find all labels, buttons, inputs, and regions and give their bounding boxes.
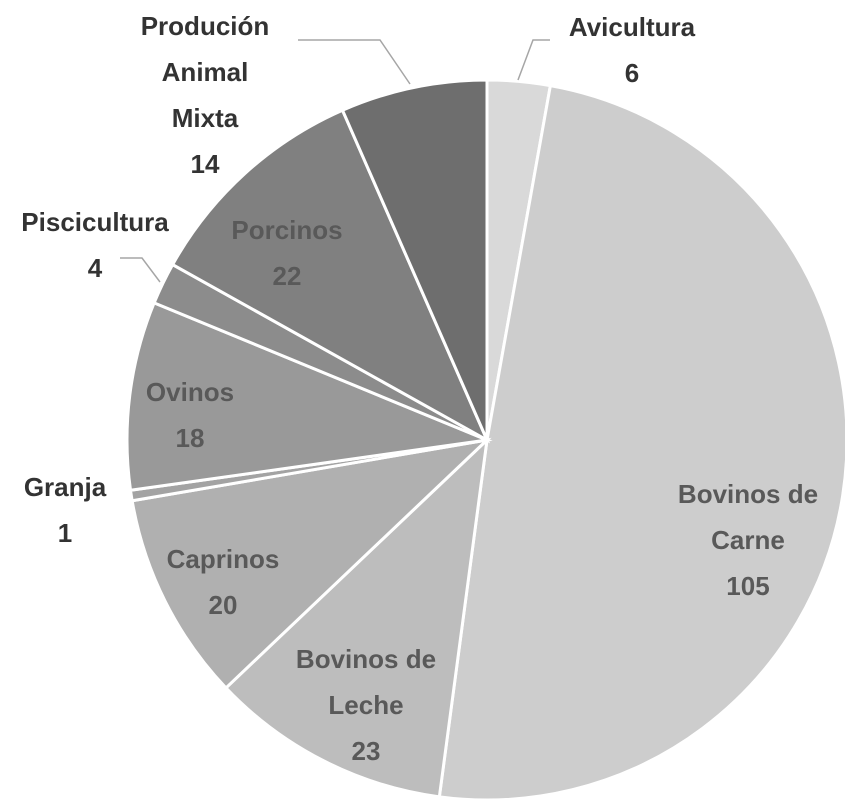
slice-label: Ovinos 18 bbox=[115, 369, 265, 461]
pie-slice bbox=[223, 435, 490, 799]
slice-label-name: Produción Animal Mixta bbox=[140, 11, 270, 133]
leader-line bbox=[298, 39, 411, 85]
pie-slice bbox=[170, 108, 491, 444]
slice-label-value: 20 bbox=[208, 590, 238, 620]
slice-label: Bovinos de Carne 105 bbox=[658, 471, 838, 609]
slice-label-name: Bovinos de Carne bbox=[677, 479, 819, 555]
pie-slice bbox=[437, 83, 845, 802]
slice-label: Avicultura 6 bbox=[532, 4, 732, 96]
slice-label-value: 18 bbox=[175, 423, 205, 453]
slice-label: Porcinos 22 bbox=[207, 207, 367, 299]
slice-label-name: Bovinos de Leche bbox=[295, 644, 437, 720]
slice-label: Piscicultura 4 bbox=[20, 199, 170, 291]
slice-label-value: 14 bbox=[190, 149, 220, 179]
slice-label-name: Avicultura bbox=[568, 12, 696, 42]
slice-label-name: Porcinos bbox=[231, 215, 343, 245]
slice-label: Bovinos de Leche 23 bbox=[276, 636, 456, 774]
pie-slice bbox=[130, 437, 492, 691]
slice-label-value: 6 bbox=[624, 58, 640, 88]
pie-slice bbox=[340, 78, 489, 441]
slice-label-value: 4 bbox=[87, 253, 103, 283]
slice-label-value: 22 bbox=[272, 261, 302, 291]
leader-line bbox=[120, 257, 161, 283]
slice-label-value: 1 bbox=[57, 518, 73, 548]
slice-label-value: 105 bbox=[726, 571, 770, 601]
slice-label-name: Caprinos bbox=[166, 544, 280, 574]
slice-label-name: Ovinos bbox=[145, 377, 235, 407]
slice-label-name: Piscicultura bbox=[21, 207, 169, 237]
pie-slice bbox=[125, 300, 493, 492]
slice-label: Produción Animal Mixta 14 bbox=[125, 3, 285, 187]
slice-label: Granja 1 bbox=[5, 464, 125, 556]
leader-line bbox=[517, 39, 550, 81]
slice-label-value: 23 bbox=[351, 736, 381, 766]
slice-label-name: Granja bbox=[23, 472, 107, 502]
slice-label: Caprinos 20 bbox=[133, 536, 313, 628]
